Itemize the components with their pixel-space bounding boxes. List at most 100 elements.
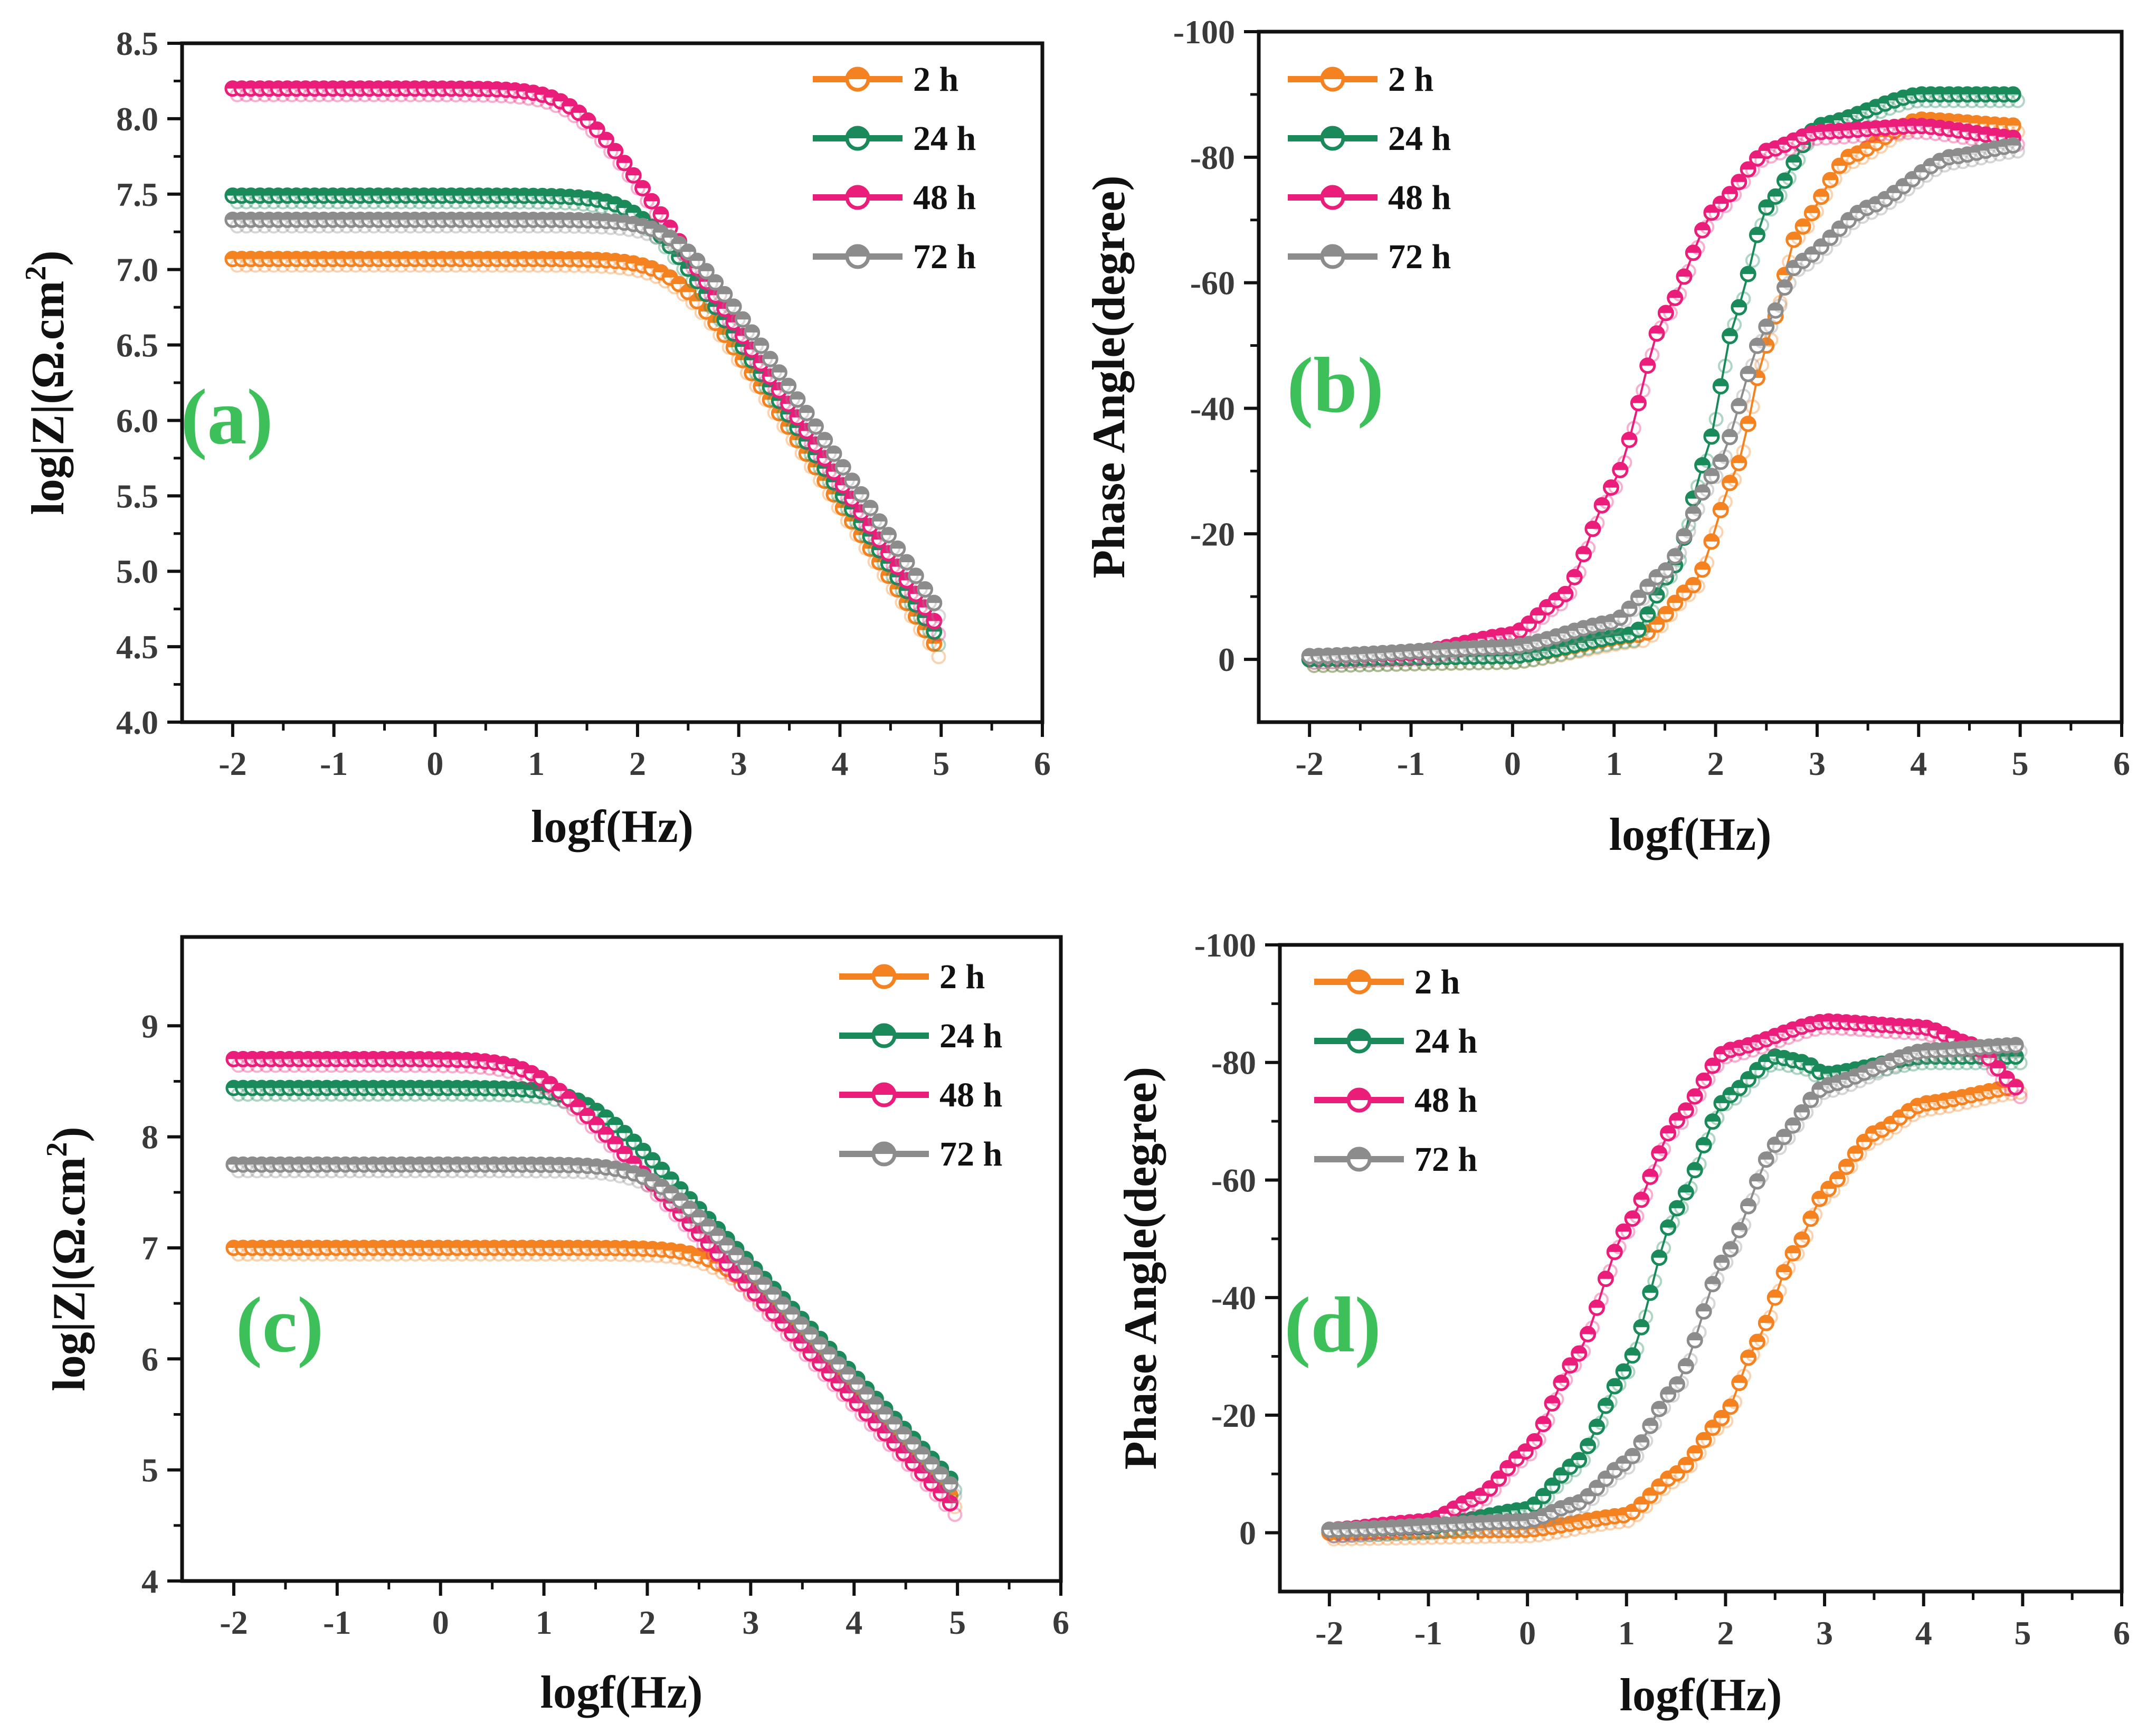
data-point-fill [563, 99, 577, 107]
legend-marker-fill [847, 187, 868, 197]
data-point-fill [736, 312, 750, 320]
fit-point [384, 194, 400, 210]
fit-point [530, 258, 546, 273]
fit-point [822, 463, 837, 479]
y-tick-label: 6 [141, 1340, 158, 1378]
fit-point [321, 194, 336, 210]
x-tick-label: 2 [639, 1604, 656, 1641]
fit-point [503, 89, 518, 104]
fit-point [275, 87, 290, 102]
fit-point [430, 258, 445, 273]
y-axis-title: Phase Angle(degree) [1084, 175, 1135, 578]
fit-point [394, 258, 409, 273]
data-point-fill [717, 287, 732, 295]
legend-label: 24 h [1388, 119, 1451, 158]
x-tick-label: -2 [220, 1604, 248, 1641]
data-point-fill [635, 181, 650, 188]
fit-point [330, 219, 345, 234]
fit-point [640, 266, 655, 281]
fit-point [494, 88, 509, 103]
fit-point [421, 87, 436, 102]
fit-point [649, 229, 664, 244]
fit-point [448, 219, 463, 234]
y-tick-label: -40 [1190, 390, 1235, 427]
fit-point [321, 258, 336, 273]
fit-point [384, 258, 400, 273]
fit-point [813, 450, 828, 466]
data-point-fill [863, 501, 877, 508]
x-tick-label: 3 [730, 745, 747, 782]
fit-point [467, 258, 482, 273]
fit-point [539, 219, 555, 234]
y-tick-label: 7.5 [116, 176, 158, 213]
fit-point [302, 258, 318, 273]
fit-point [658, 234, 673, 249]
data-point-fill [754, 338, 768, 346]
fit-point [357, 219, 373, 234]
legend: 2 h 24 h 48 h 72 h [1288, 60, 1451, 276]
fit-point [822, 446, 837, 461]
y-tick-label: -20 [1211, 1397, 1256, 1434]
fit-point [694, 264, 709, 280]
fit-point [585, 219, 600, 234]
fit-point [667, 239, 682, 254]
data-point-fill [927, 614, 941, 621]
fit-point [357, 258, 373, 273]
x-tick-label: 0 [1504, 745, 1521, 782]
fit-point [230, 258, 245, 273]
y-tick-label: 0 [1239, 1514, 1256, 1552]
x-tick-label: -1 [320, 745, 348, 782]
fit-point [548, 258, 564, 273]
legend-label: 72 h [1414, 1140, 1477, 1179]
fit-point [412, 258, 427, 273]
fit-point [293, 258, 309, 273]
fit-point [403, 219, 418, 234]
panel-label: (d) [1284, 1281, 1381, 1369]
fit-point [339, 194, 354, 210]
series-48h [224, 80, 946, 642]
fit-point [594, 134, 609, 149]
x-tick-label: 4 [1915, 1614, 1932, 1652]
fit-point [293, 194, 309, 210]
fit-point [321, 87, 336, 102]
x-tick-label: 6 [1052, 1604, 1069, 1641]
series-72h [1301, 137, 2025, 670]
fit-point [366, 87, 382, 102]
legend-marker-fill [847, 128, 868, 138]
y-axis-title: log|Z|(Ω.cm2) [41, 1126, 95, 1391]
chart-panel-a: -2 -1 0 1 2 3 4 5 6 4.0 4.5 5.0 5.5 6.0 6.5 7.0 7.5 8.0 8.… [20, 25, 1051, 853]
fit-point [548, 98, 564, 113]
fit-point [348, 87, 363, 102]
fit-point [886, 558, 901, 574]
fit-point [630, 263, 645, 278]
data-point-fill [608, 144, 622, 151]
fit-point [612, 156, 628, 171]
data-point-fill [818, 433, 832, 440]
x-tick-label: -2 [219, 745, 246, 782]
y-tick-label: 4.5 [116, 628, 158, 666]
fit-point [576, 219, 591, 234]
fit-point [512, 258, 527, 273]
fit-point [521, 194, 536, 210]
fit-point [685, 295, 700, 310]
data-point-fill [672, 237, 686, 244]
fit-point [275, 219, 290, 234]
x-tick-label: 4 [831, 745, 848, 782]
legend-label: 48 h [939, 1076, 1002, 1114]
x-tick-label: 5 [933, 745, 949, 782]
fit-point [594, 259, 609, 274]
fit-point [503, 194, 518, 210]
fit-point [703, 276, 718, 291]
data-point-fill [890, 542, 905, 549]
fit-point [931, 649, 946, 665]
data-point-fill [672, 277, 686, 285]
fit-point [640, 226, 655, 241]
fit-point [794, 405, 810, 420]
legend-label: 2 h [1414, 963, 1460, 1001]
fit-point [767, 382, 782, 397]
data-point-fill [554, 94, 568, 101]
fit-point [439, 194, 454, 210]
series-line [233, 1163, 951, 1485]
legend-label: 72 h [1388, 238, 1451, 276]
x-tick-label: 3 [742, 1604, 759, 1641]
